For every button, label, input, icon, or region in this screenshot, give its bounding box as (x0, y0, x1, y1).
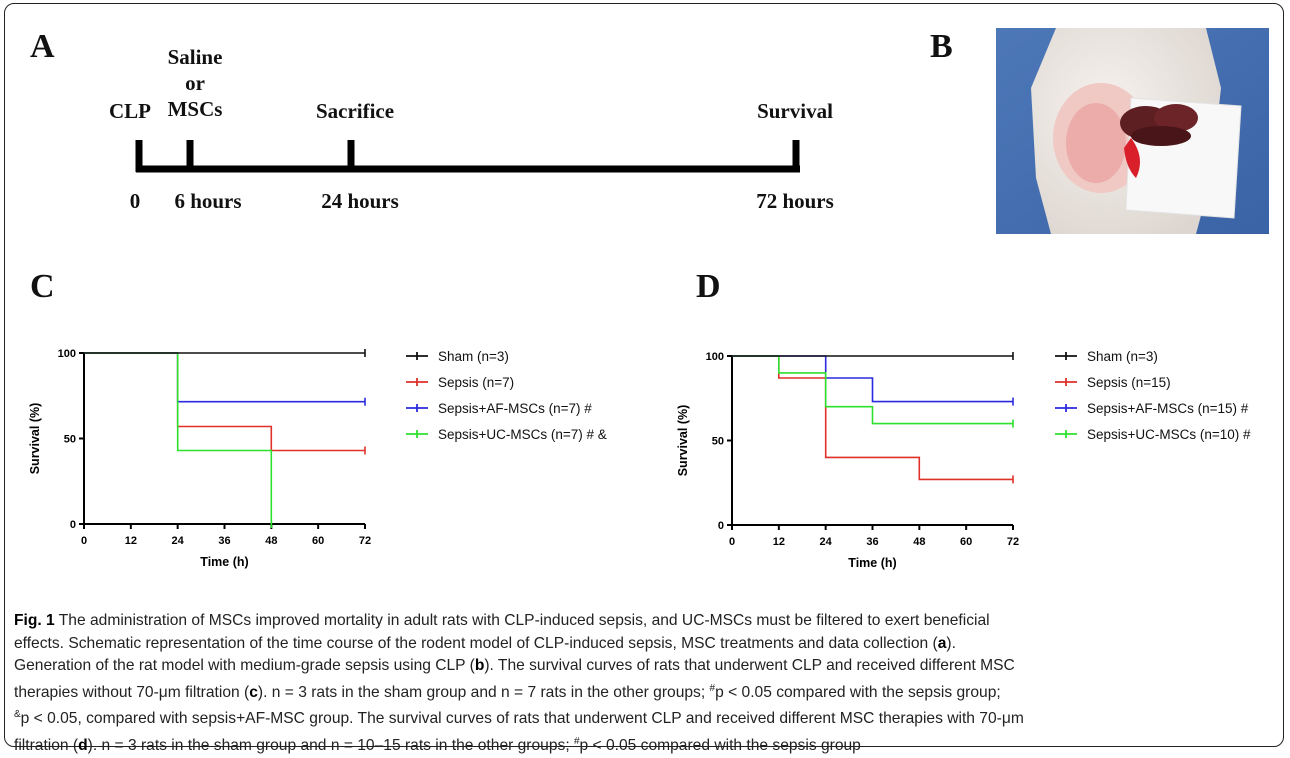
caption-line-2: effects. Schematic representation of the… (14, 634, 938, 652)
x-tick-label: 0 (81, 535, 87, 547)
caption-line-5: p < 0.05, compared with sepsis+AF-MSC gr… (20, 710, 1024, 728)
timeline-axis (135, 140, 800, 173)
x-axis-label: Time (h) (848, 556, 896, 570)
panel-b-letter: B (930, 28, 953, 65)
rat-cecum-photo (996, 28, 1269, 234)
timeline-label-saline: Saline (167, 45, 223, 69)
caption-ref-b: b (474, 657, 485, 674)
y-axis-label: Survival (%) (28, 403, 42, 475)
series-line-4 (84, 352, 273, 524)
panel-d-letter: D (696, 268, 721, 305)
x-tick-label: 36 (866, 536, 878, 548)
x-tick-label: 60 (960, 536, 972, 548)
series-line-3 (732, 355, 1013, 403)
series-line-3 (84, 352, 365, 403)
legend-label-3: Sepsis+AF-MSCs (n=15) # (1087, 401, 1249, 416)
y-tick-label: 50 (712, 436, 724, 448)
x-tick-label: 12 (125, 535, 137, 547)
x-tick-label: 0 (729, 536, 735, 548)
caption-line-4: therapies without 70-μm filtration ( (14, 683, 250, 701)
caption-line-4-end: p < 0.05 compared with the sepsis group; (715, 683, 1001, 701)
y-axis-label: Survival (%) (676, 405, 690, 477)
timeline-label-treatment: Saline or MSCs (150, 44, 240, 122)
timeline-tick-24h: 24 hours (321, 189, 399, 213)
series-line-4 (732, 355, 1013, 425)
x-tick-label: 48 (913, 536, 925, 548)
legend-label-3: Sepsis+AF-MSCs (n=7) # (438, 401, 592, 416)
y-tick-label: 50 (64, 434, 76, 446)
caption-ref-a: a (937, 634, 947, 652)
caption-amp: & (14, 709, 21, 721)
caption-line-2-end: ). (946, 634, 956, 652)
timeline-tick-0: 0 (129, 189, 141, 213)
timeline-tick-6h: 6 hours (174, 189, 242, 213)
caption-line-4-stats: n = 3 rats in the sham group and n = 7 r… (271, 683, 710, 701)
y-tick-label: 100 (58, 348, 76, 360)
caption-line-6-end: p < 0.05 compared with the sepsis group (579, 737, 861, 755)
caption-line-6-mid: ). (87, 737, 102, 755)
timeline-label-clp: CLP (109, 99, 151, 123)
timeline-label-mscs: MSCs (167, 97, 223, 121)
caption-line-3: Generation of the rat model with medium-… (14, 657, 475, 674)
legend-label-4: Sepsis+UC-MSCs (n=7) # & (438, 427, 607, 442)
x-tick-label: 12 (773, 536, 785, 548)
caption-hash-1: # (709, 682, 716, 694)
legend-label-2: Sepsis (n=15) (1087, 375, 1171, 390)
x-tick-label: 72 (359, 535, 371, 547)
legend-label-1: Sham (n=3) (1087, 349, 1158, 364)
x-tick-label: 24 (172, 535, 185, 547)
panel-c-letter: C (30, 268, 55, 305)
y-tick-label: 100 (706, 351, 724, 363)
timeline-label-survival: Survival (757, 99, 833, 123)
x-tick-label: 72 (1007, 536, 1019, 548)
caption-line-1: The administration of MSCs improved mort… (54, 612, 990, 629)
survival-chart-d: 0 12 24 36 48 60 72 0 50 100 Time (h) Survival (%) S… (676, 349, 1251, 570)
timeline-tick-72h: 72 hours (756, 189, 834, 213)
legend-label-4: Sepsis+UC-MSCs (n=10) # (1087, 427, 1251, 442)
figure-frame (4, 3, 1284, 747)
x-tick-label: 60 (312, 535, 324, 547)
panel-a-letter: A (30, 28, 55, 65)
survival-chart-c: 0 12 24 36 48 60 72 0 50 100 Time (h) Survival (%) S… (28, 348, 607, 569)
caption-fig-label: Fig. 1 (14, 612, 55, 629)
caption-hash-2: # (573, 735, 580, 747)
caption-line-6-stats: n = 3 rats in the sham group and n = 10–… (101, 737, 574, 755)
y-tick-label: 0 (718, 520, 724, 532)
x-tick-label: 24 (820, 536, 833, 548)
caption-line-6: filtration ( (14, 737, 79, 755)
caption-ref-c: c (249, 683, 258, 701)
x-tick-label: 36 (218, 535, 230, 547)
y-tick-label: 0 (70, 519, 76, 531)
caption-line-3-end: ). The survival curves of rats that unde… (484, 657, 1015, 674)
caption-line-4-mid: ). (257, 683, 272, 701)
caption-ref-d: d (78, 737, 88, 755)
figure-caption: Fig. 1 The administration of MSCs improv… (14, 610, 1276, 758)
x-tick-label: 48 (265, 535, 277, 547)
legend-label-2: Sepsis (n=7) (438, 375, 514, 390)
timeline-label-sacrifice: Sacrifice (315, 99, 395, 123)
x-axis-label: Time (h) (200, 555, 248, 569)
legend-label-1: Sham (n=3) (438, 349, 509, 364)
timeline-label-or: or (185, 71, 205, 95)
